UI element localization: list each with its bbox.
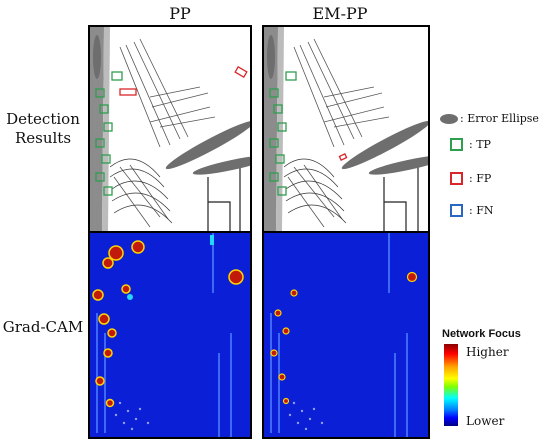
colorbar-low-label: Lower [466,414,505,428]
colorbar-title: Network Focus [442,328,521,340]
colorbar-high-label: Higher [466,345,509,359]
legend-fn-label: : FN [469,204,494,217]
legend-ellipse: : Error Ellipse [440,112,539,125]
legend-fn: : FN [450,204,493,217]
row-label-detection-line2: Results [14,129,72,147]
detection-panel-pp [88,25,252,233]
column-title-empp: EM-PP [312,4,368,23]
gradcam-panel-pp [88,231,252,439]
legend-tp: : TP [450,138,491,151]
detection-pointcloud-pp [90,27,250,231]
detection-panel-empp [262,25,430,233]
gradcam-panel-empp [262,231,430,439]
legend-fp: : FP [450,172,491,185]
fp-box-icon [450,172,463,185]
column-title-pp: PP [169,4,191,23]
legend-fp-label: : FP [469,172,492,185]
gradcam-heatmap-pp [90,233,250,437]
fn-box-icon [450,204,463,217]
tp-box-icon [450,138,463,151]
legend-ellipse-label: : Error Ellipse [460,112,539,125]
colorbar [444,344,458,426]
ellipse-icon [440,113,458,124]
gradcam-heatmap-empp [264,233,428,437]
row-label-gradcam: Grad-CAM [2,318,84,336]
detection-pointcloud-empp [264,27,428,231]
row-label-detection: Detection Results [0,110,86,148]
legend-tp-label: : TP [469,138,491,151]
row-label-detection-line1: Detection [6,110,80,128]
